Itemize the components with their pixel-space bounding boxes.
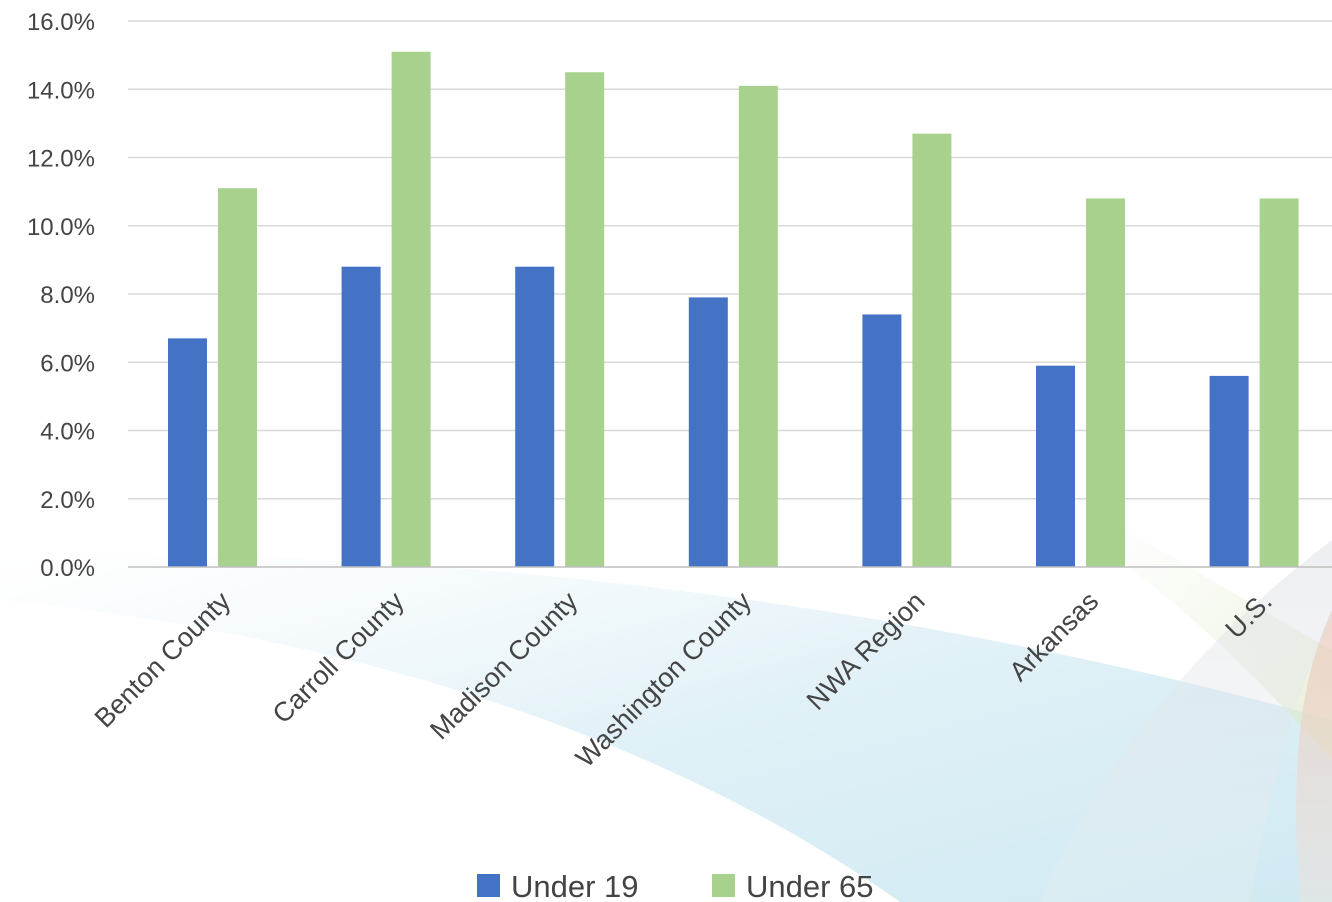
bar-under-65 [391,51,431,567]
y-tick-label: 12.0% [27,146,95,173]
bar-under-65 [218,188,257,567]
legend-label: Under 65 [746,869,874,902]
category-label: Benton County [89,586,237,734]
y-axis-tick-labels: 0.0% 2.0% 4.0% 6.0% 8.0% 10.0% 12.0% 14.0% 16.0% [27,9,95,582]
category-label: U.S. [1219,586,1277,644]
y-tick-label: 14.0% [27,77,95,104]
legend: Under 19 Under 65 [477,869,874,902]
y-tick-label: 0.0% [40,555,95,582]
category-label: Carroll County [267,586,411,730]
gridlines [128,20,1332,500]
swoosh-green [1090,510,1332,760]
bar-under-65 [565,72,605,567]
bar-under-19 [1036,365,1075,567]
bar-under-65 [1259,198,1299,567]
bars [168,51,1299,568]
category-label: Madison County [424,586,584,746]
legend-label: Under 19 [511,869,639,902]
bar-under-19 [341,266,381,567]
legend-swatch [477,874,500,897]
bar-under-19 [168,338,207,567]
y-tick-label: 4.0% [40,419,95,446]
bar-under-19 [688,297,728,567]
y-tick-label: 8.0% [40,282,95,309]
bar-under-19 [862,314,902,567]
y-tick-label: 10.0% [27,214,95,241]
legend-swatch [712,874,735,897]
y-tick-label: 16.0% [27,9,95,36]
bar-under-19 [515,266,555,567]
x-axis-category-labels: Benton County Carroll County Madison Count… [89,586,1278,773]
swoosh-gray [1040,540,1332,902]
bar-under-19 [1209,375,1249,567]
bar-under-65 [912,133,952,568]
y-tick-label: 2.0% [40,487,95,514]
category-label: NWA Region [801,586,931,716]
category-label: Washington County [570,586,757,773]
bar-under-65 [738,85,778,568]
swoosh-red [1296,610,1332,902]
bar-under-65 [1086,198,1125,567]
category-label: Arkansas [1003,586,1104,687]
swoosh-blue [0,556,1332,902]
y-tick-label: 6.0% [40,350,95,377]
